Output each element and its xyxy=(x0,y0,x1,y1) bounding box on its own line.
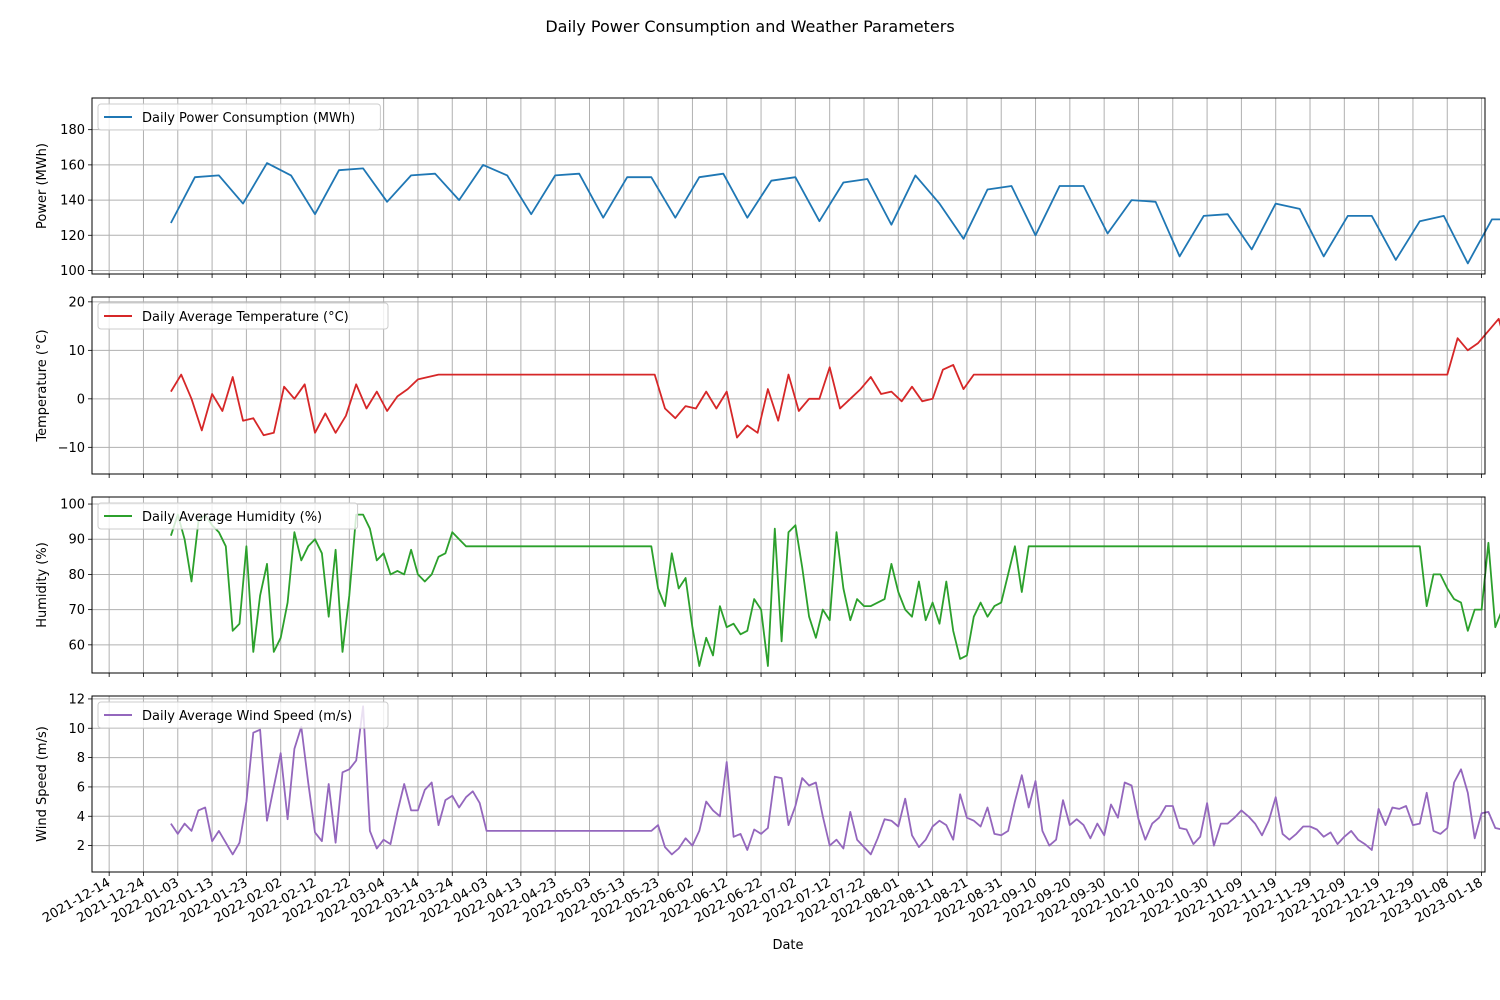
plot-frame xyxy=(91,496,1486,674)
y-tick-label: 6 xyxy=(77,780,85,795)
y-tick-label: 8 xyxy=(77,751,85,766)
series-line-power xyxy=(170,162,1500,265)
y-tick-label: 12 xyxy=(68,692,85,707)
legend: Daily Average Temperature (°C) xyxy=(97,302,389,330)
legend: Daily Average Wind Speed (m/s) xyxy=(97,701,389,729)
y-tick-label: 10 xyxy=(68,344,85,359)
panel-power: 100 120 140 160 180 Power (MWh) Daily Power Co… xyxy=(35,97,1500,279)
y-tick-label: 4 xyxy=(77,810,85,825)
y-axis-label: Power (MWh) xyxy=(35,143,50,229)
plot-frame xyxy=(91,695,1486,873)
y-tick-label: −10 xyxy=(58,441,85,456)
series-line-temperature xyxy=(170,317,1500,439)
y-tick-label: 2 xyxy=(77,839,85,854)
y-tick-label: 180 xyxy=(60,123,85,138)
y-tick-label: 70 xyxy=(68,603,85,618)
legend-label: Daily Average Temperature (°C) xyxy=(142,310,349,325)
y-axis-label: Wind Speed (m/s) xyxy=(35,726,50,842)
y-tick-label: 100 xyxy=(60,498,85,513)
y-axis-label: Temperature (°C) xyxy=(35,329,50,442)
plot-frame xyxy=(91,296,1486,475)
y-tick-label: 100 xyxy=(60,264,85,279)
legend: Daily Power Consumption (MWh) xyxy=(97,103,381,131)
y-tick-label: 10 xyxy=(68,722,85,737)
series-line-humidity xyxy=(170,513,1500,667)
legend-label: Daily Average Wind Speed (m/s) xyxy=(142,709,352,724)
x-axis-label: Date xyxy=(772,938,804,953)
legend-label: Daily Average Humidity (%) xyxy=(142,510,322,525)
legend: Daily Average Humidity (%) xyxy=(97,502,359,530)
panel-humidity: 60 70 80 90 100 Humidity (%) Daily Average Hum… xyxy=(35,496,1500,677)
plot-frame xyxy=(91,97,1486,275)
y-tick-label: 120 xyxy=(60,229,85,244)
y-tick-label: 140 xyxy=(60,194,85,209)
legend-box xyxy=(97,103,381,131)
legend-box xyxy=(97,701,389,729)
y-tick-label: 160 xyxy=(60,158,85,173)
y-tick-label: 80 xyxy=(68,568,85,583)
series-line-wind xyxy=(170,705,1500,856)
y-tick-label: 90 xyxy=(68,533,85,548)
y-tick-label: 20 xyxy=(68,295,85,310)
y-axis-label: Humidity (%) xyxy=(35,542,50,628)
y-tick-label: 60 xyxy=(68,638,85,653)
y-tick-label: 0 xyxy=(77,392,85,407)
legend-box xyxy=(97,502,359,530)
figure-title: Daily Power Consumption and Weather Para… xyxy=(545,17,955,36)
legend-box xyxy=(97,302,389,330)
panel-temperature: −10 0 10 20 Temperature (°C) Daily Average Te… xyxy=(35,295,1500,478)
panel-wind: 2 4 6 8 10 12 Wind Speed (m/s) Daily Average Wi… xyxy=(35,692,1500,876)
legend-label: Daily Power Consumption (MWh) xyxy=(142,111,355,126)
